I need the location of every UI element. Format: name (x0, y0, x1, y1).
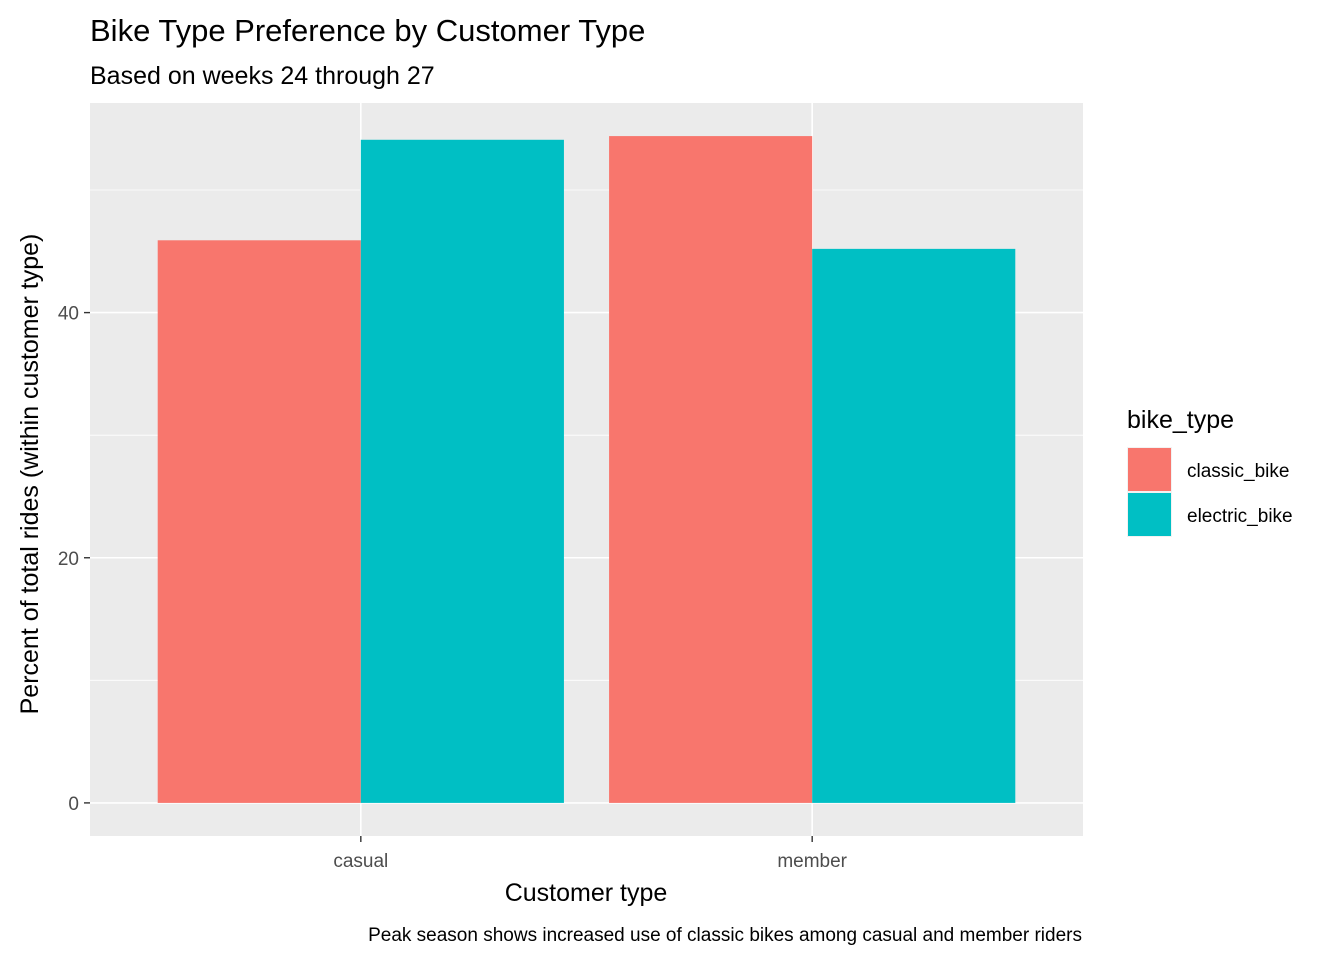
x-axis: casual member (333, 836, 848, 872)
legend-items: classic_bike electric_bike (1127, 447, 1293, 537)
legend-title: bike_type (1127, 406, 1234, 434)
bar-electric_bike-casual (360, 139, 564, 803)
x-tick-label: casual (333, 851, 388, 872)
bar-classic_bike-member (609, 136, 813, 803)
bar-electric_bike-member (812, 248, 1016, 803)
legend-label-electric_bike: electric_bike (1187, 506, 1293, 527)
x-axis-title: Customer type (505, 879, 668, 907)
y-axis: 0 20 40 (58, 304, 90, 815)
legend: bike_type classic_bike electric_bike (1127, 406, 1293, 537)
x-tick-label: member (777, 851, 847, 872)
legend-swatch-electric_bike (1128, 493, 1171, 536)
y-axis-title: Percent of total rides (within customer … (16, 234, 44, 715)
y-tick-label: 40 (58, 304, 79, 325)
bars (157, 136, 1016, 803)
chart-caption: Peak season shows increased use of class… (368, 925, 1082, 946)
legend-label-classic_bike: classic_bike (1187, 461, 1289, 482)
chart-title: Bike Type Preference by Customer Type (90, 13, 645, 48)
y-tick-label: 0 (68, 794, 79, 815)
chart-subtitle: Based on weeks 24 through 27 (90, 62, 435, 90)
bar-classic_bike-casual (157, 240, 361, 803)
legend-swatch-classic_bike (1128, 448, 1171, 491)
y-tick-label: 20 (58, 549, 79, 570)
